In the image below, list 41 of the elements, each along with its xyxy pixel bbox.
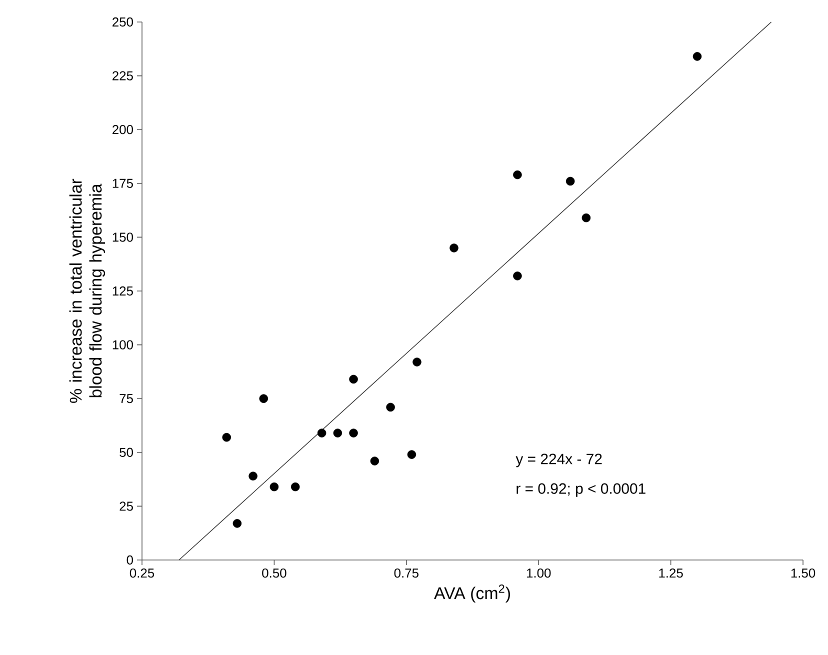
- x-tick-label: 1.00: [526, 568, 551, 578]
- y-tick-label: 25: [120, 502, 133, 511]
- point: [248, 472, 258, 480]
- point: [349, 428, 358, 438]
- y-tick-label: 250: [112, 17, 133, 27]
- y-tick-label: 75: [120, 394, 133, 404]
- point: [333, 428, 342, 438]
- y-tick-label: 175: [112, 178, 133, 188]
- y-tick-label: 0: [126, 555, 133, 565]
- y-tick-label: 50: [120, 448, 133, 457]
- y-tick-label: 150: [112, 232, 133, 242]
- point: [692, 52, 702, 61]
- x-tick-label: 0.50: [262, 568, 286, 578]
- y-axis-title: % increase in total ventricular blood flow during hyperemia: [69, 178, 106, 403]
- y-tick-label: 225: [112, 71, 133, 80]
- point: [222, 432, 231, 442]
- point: [290, 482, 300, 492]
- point: [407, 450, 416, 459]
- point: [450, 244, 458, 252]
- y-tick-label: 200: [112, 125, 133, 134]
- point: [259, 394, 268, 403]
- y-tick-label: 125: [112, 286, 133, 296]
- x-tick-label: 1.25: [659, 568, 683, 578]
- point: [566, 176, 575, 186]
- x-tick-label: 0.25: [130, 568, 154, 578]
- y-tick-label: 100: [112, 340, 133, 350]
- point: [513, 170, 522, 180]
- x-tick-label: 0.75: [394, 568, 418, 578]
- point: [232, 519, 242, 528]
- point: [349, 374, 358, 384]
- point: [513, 272, 522, 280]
- point: [370, 456, 380, 466]
- point: [582, 213, 591, 222]
- x-tick-label: 1.50: [791, 568, 816, 578]
- annotation: y = 224x - 72: [516, 454, 602, 468]
- x-axis-title: AVA (cm$^{2}$): [434, 584, 510, 603]
- point: [412, 358, 422, 366]
- point: [386, 402, 395, 412]
- annotation: r = 0.92; p < 0.0001: [516, 483, 646, 497]
- point: [317, 428, 326, 438]
- point: [270, 482, 279, 492]
